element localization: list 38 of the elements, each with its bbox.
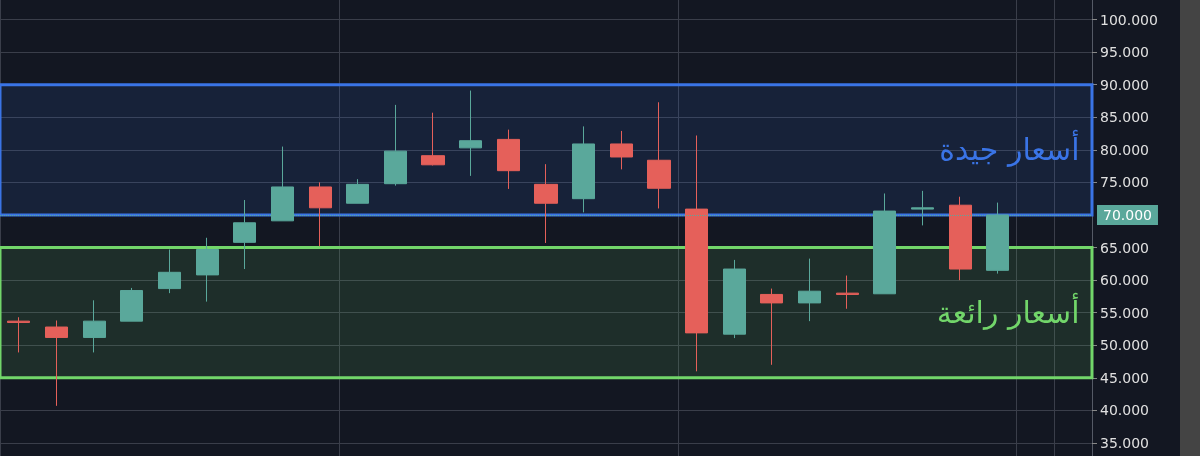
candlestick [610,130,633,170]
y-tick-label: 95.000 [1100,44,1149,61]
candlestick [760,288,783,366]
candlestick [45,320,68,407]
y-tick-label: 50.000 [1100,337,1149,354]
y-tick-label: 80.000 [1100,141,1149,158]
candlestick [120,287,143,322]
y-tick-label: 55.000 [1100,304,1149,321]
band-label: أسعار جيدة [939,129,1080,168]
y-tick-label: 65.000 [1100,239,1149,256]
candlestick [421,112,445,166]
candlestick [346,178,369,204]
candlestick [723,259,746,339]
candlestick [798,258,821,322]
y-tick-label: 60.000 [1100,272,1149,289]
candlestick [647,101,671,209]
band-label: أسعار رائعة [936,292,1080,331]
candlestick [572,125,595,213]
candlestick [196,237,219,303]
y-tick-label: 35.000 [1100,434,1149,451]
y-tick-label: 75.000 [1100,174,1149,191]
y-tick-label: 100.000 [1100,11,1158,28]
candlestick [7,316,30,353]
candlestick [836,275,859,310]
y-tick-label: 40.000 [1100,402,1149,419]
candlestick [949,196,972,281]
candlestick [685,135,708,372]
candlestick [459,90,482,177]
candlestick [497,129,520,190]
candlestick [83,299,106,353]
y-tick-label: 85.000 [1100,109,1149,126]
candlestick [309,181,332,247]
y-tick-label: 45.000 [1100,369,1149,386]
ref-line-label: 70.000 [1103,206,1152,223]
candlestick [158,249,181,294]
candlestick [534,163,558,244]
candlestick [384,104,407,187]
y-tick-label: 90.000 [1100,76,1149,93]
